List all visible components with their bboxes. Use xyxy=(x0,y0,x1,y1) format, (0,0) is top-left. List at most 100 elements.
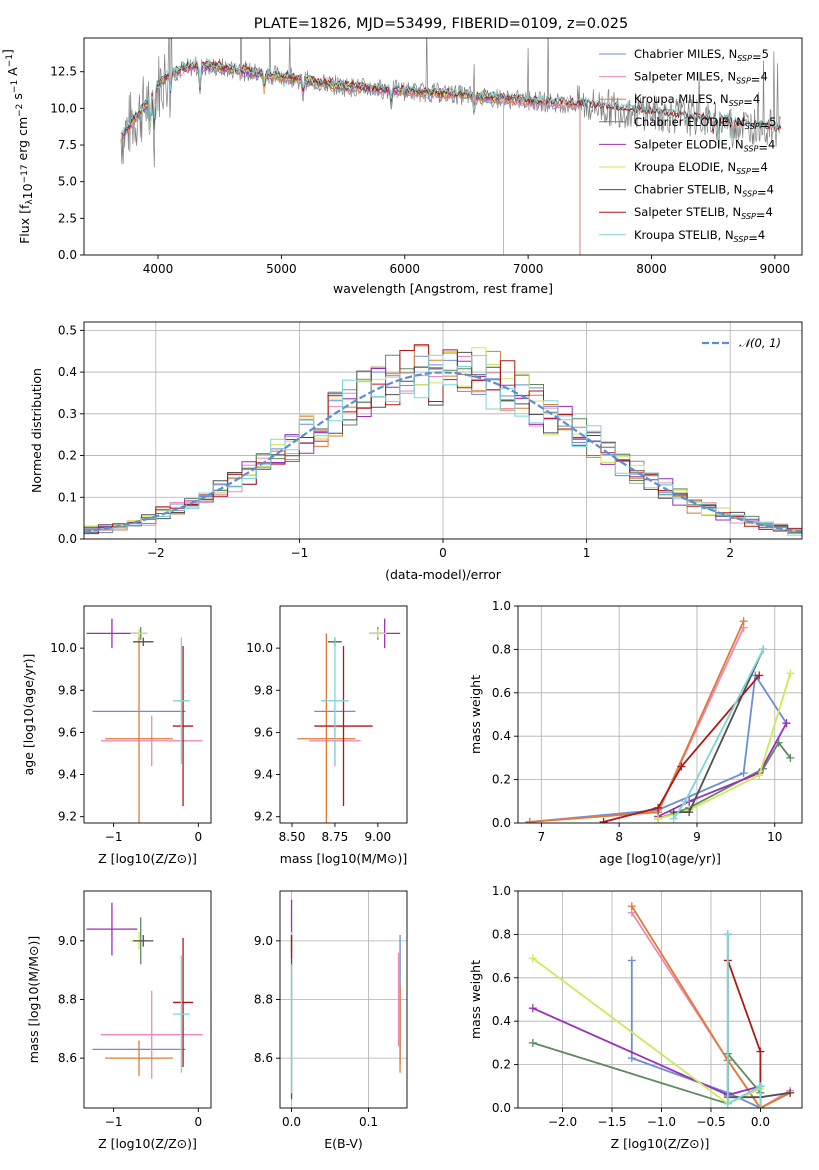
x-tick-label: 0 xyxy=(194,1115,202,1129)
legend-entry: Chabrier STELIB, NSSP=4 xyxy=(634,183,774,200)
legend-sub: SSP xyxy=(741,212,756,221)
legend-entry: Chabrier MILES, NSSP=5 xyxy=(634,47,769,64)
y-axis-label: mass weight xyxy=(468,675,483,754)
errorbar-point xyxy=(369,629,387,638)
legend-name: Salpeter MILES xyxy=(634,70,720,84)
plot-area xyxy=(86,618,203,823)
x-tick-label: −1.5 xyxy=(597,1115,626,1129)
x-tick-label: 2 xyxy=(726,546,734,560)
weight-marker xyxy=(756,1082,765,1091)
weight-marker xyxy=(739,617,748,626)
legend-entry: Salpeter ELODIE, NSSP=4 xyxy=(634,137,775,154)
y-tick-label: 10.0 xyxy=(246,641,273,655)
errorbar-point xyxy=(100,715,203,767)
y-tick-label: 0.8 xyxy=(492,642,511,656)
y-axis-label-part: −17 xyxy=(20,164,30,183)
x-tick-label: 8 xyxy=(615,830,623,844)
y-axis-label-part: 10 xyxy=(20,183,35,199)
x-tick-label: 8.75 xyxy=(322,830,349,844)
y-tick-label: 9.6 xyxy=(254,725,273,739)
legend-prefix: N xyxy=(727,160,736,174)
legend-prefix: N xyxy=(727,70,736,84)
panel-age_vs_mass: 8.50 8.75 9.00 9.2 9.4 9.6 9.8 10.0 mass [log10(… xyxy=(246,605,408,866)
weight-marker xyxy=(528,954,537,963)
legend-nssp: 4 xyxy=(753,92,760,106)
weight-series-5 xyxy=(532,957,761,1105)
legend-name: Kroupa ELODIE xyxy=(634,160,720,174)
figure-title: PLATE=1826, MJD=53499, FIBERID=0109, z=0… xyxy=(254,16,628,32)
legend-nssp: 5 xyxy=(769,115,776,129)
legend-name: Chabrier MILES xyxy=(634,47,721,61)
legend: 𝒩(0, 1) xyxy=(702,336,781,350)
legend-sub: SSP xyxy=(734,235,749,244)
y-axis-label-part: erg cm xyxy=(15,117,30,165)
axes-frame xyxy=(517,890,803,1109)
legend-name: Chabrier ELODIE xyxy=(634,115,729,129)
y-tick-label: 0.2 xyxy=(492,773,511,787)
y-tick-label: 5.0 xyxy=(58,175,77,189)
model-spectrum-0 xyxy=(120,65,581,255)
weight-series-7 xyxy=(603,674,760,823)
x-tick-label: 0.0 xyxy=(282,1115,301,1129)
legend-sub: SSP xyxy=(737,54,752,63)
y-axis-label-part: −1 xyxy=(5,54,15,67)
x-tick-label: 9 xyxy=(693,830,701,844)
errorbar-point xyxy=(297,633,356,823)
x-tick-label: −0.5 xyxy=(696,1115,725,1129)
legend-nssp: 4 xyxy=(767,183,774,197)
weight-marker xyxy=(525,817,534,823)
legend-name: Chabrier STELIB xyxy=(634,183,726,197)
legend-nssp: 4 xyxy=(768,137,775,151)
axes-frame xyxy=(83,37,803,256)
legend-nssp: 5 xyxy=(762,47,769,61)
panel-age_vs_Z: −1 0 9.2 9.4 9.6 9.8 10.0 Z [log10(Z/Z⊙)] age [l… xyxy=(21,605,212,866)
x-axis-label: Z [log10(Z/Z⊙)] xyxy=(611,1136,710,1151)
weight-marker xyxy=(528,1004,537,1013)
y-tick-label: 0.0 xyxy=(58,248,77,262)
y-tick-label: 0.0 xyxy=(492,816,511,830)
errorbar-point xyxy=(133,934,154,947)
y-tick-label: 12.5 xyxy=(50,65,77,79)
normal-curve xyxy=(84,371,802,533)
legend-prefix: N xyxy=(725,228,734,242)
x-tick-label: 0.0 xyxy=(751,1115,770,1129)
y-axis-label-part: A xyxy=(5,67,20,80)
x-axis-label: (data-model)/error xyxy=(385,567,502,582)
errorbar-point xyxy=(172,955,190,1073)
errorbar-point xyxy=(105,633,173,823)
weight-marker xyxy=(755,671,764,680)
legend-name: Salpeter STELIB xyxy=(634,205,725,219)
axes-frame xyxy=(83,890,212,1109)
y-axis-label: mass weight xyxy=(468,960,483,1039)
y-tick-label: 9.2 xyxy=(254,810,273,824)
y-tick-label: 9.6 xyxy=(58,725,77,739)
weight-marker xyxy=(723,930,732,939)
weight-marker xyxy=(654,814,663,823)
x-tick-label: −1 xyxy=(105,1115,123,1129)
plot-area xyxy=(84,322,802,539)
y-tick-label: 0.6 xyxy=(492,686,511,700)
errorbar-point xyxy=(321,637,349,765)
x-tick-label: 5000 xyxy=(266,262,297,276)
plot-area xyxy=(297,618,401,823)
x-tick-label: 10 xyxy=(767,830,782,844)
x-tick-label: 8.50 xyxy=(279,830,306,844)
errorbar-point xyxy=(130,629,148,638)
weight-marker xyxy=(782,719,791,728)
x-tick-label: 0.1 xyxy=(359,1115,378,1129)
y-tick-label: 9.0 xyxy=(58,934,77,948)
x-axis-label: E(B-V) xyxy=(324,1136,363,1151)
model-spectrum-8 xyxy=(120,58,782,138)
legend-entry: Chabrier ELODIE, NSSP=5 xyxy=(634,115,776,132)
weight-series-2 xyxy=(631,905,791,1108)
weight-marker xyxy=(669,814,678,823)
y-tick-label: 2.5 xyxy=(58,211,77,225)
y-tick-label: 8.6 xyxy=(254,1051,273,1065)
weight-marker xyxy=(756,1047,765,1056)
y-tick-label: 8.6 xyxy=(58,1051,77,1065)
x-axis-label: Z [log10(Z/Z⊙)] xyxy=(98,1136,197,1151)
weight-marker xyxy=(685,808,694,817)
weight-series-8 xyxy=(726,934,762,1108)
weight-marker xyxy=(786,753,795,762)
x-tick-label: −1 xyxy=(291,546,309,560)
